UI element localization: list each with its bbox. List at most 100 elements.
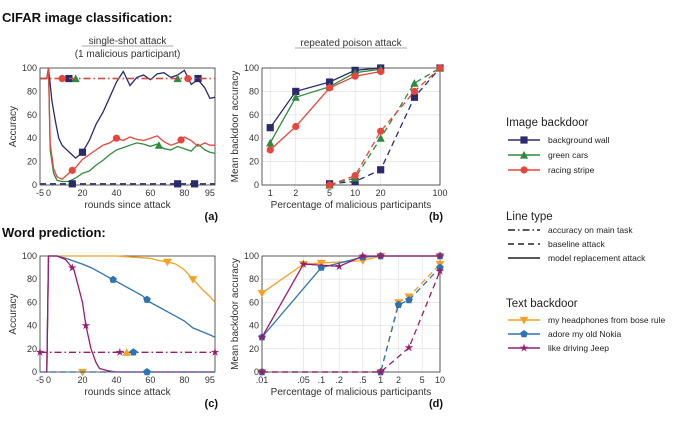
series-point — [257, 290, 267, 298]
legend-marker — [519, 343, 529, 352]
y-axis-label: Mean backdoor accuracy — [230, 258, 241, 370]
y-tick-label: 100 — [244, 251, 259, 261]
legend-marker — [519, 150, 529, 159]
series-point — [404, 343, 414, 352]
x-axis-label: rounds since attack — [84, 200, 171, 211]
series-point — [58, 74, 66, 83]
series-line — [40, 67, 215, 180]
series-point — [299, 259, 308, 268]
series-point — [257, 367, 267, 376]
series-point — [122, 348, 131, 356]
series-point — [410, 93, 419, 101]
series-point — [325, 181, 334, 189]
x-tick-label: .05 — [297, 375, 310, 385]
series-point — [68, 166, 76, 174]
series-line — [262, 263, 440, 373]
legend-entry: green cars — [548, 150, 588, 160]
legend-marker — [520, 330, 528, 338]
x-tick-label: 2 — [293, 188, 298, 198]
chart-c: -5 0 20 40 60 80 95 0 20 40 60 80 100 rounds since at… — [8, 251, 220, 410]
y-tick-label: 0 — [32, 180, 37, 190]
series-point — [394, 300, 403, 308]
series-point — [358, 251, 368, 260]
series-line — [329, 67, 440, 186]
series-point — [292, 87, 300, 95]
legend-entry: racing stripe — [548, 165, 595, 175]
series-point — [377, 166, 385, 174]
legend-text-backdoor: Text backdoor my headphones from bose ru… — [506, 298, 665, 353]
series-point — [291, 93, 300, 101]
heading-cifar: CIFAR image classification: — [2, 10, 173, 25]
y-tick-label: 20 — [27, 344, 37, 354]
x-tick-label: .01 — [256, 375, 269, 385]
series-point — [174, 180, 182, 188]
x-tick-label: 80 — [179, 188, 189, 198]
panel-label: (c) — [205, 398, 219, 410]
x-tick-label: 60 — [145, 375, 155, 385]
x-tick-label: 40 — [111, 375, 121, 385]
x-axis-label: rounds since attack — [84, 387, 171, 398]
x-axis-label: Percentage of malicious participants — [271, 200, 432, 211]
series-point — [376, 251, 385, 260]
legend-marker — [519, 316, 529, 325]
series-point — [377, 127, 385, 135]
y-tick-label: 40 — [249, 133, 259, 143]
x-tick-label: 20 — [376, 188, 386, 198]
y-axis-label: Accuracy — [8, 106, 19, 147]
x-tick-label: -5 — [36, 375, 44, 385]
chart-a: -5 0 20 40 60 80 95 0 20 40 60 80 100 rounds since at… — [8, 36, 218, 223]
series-point — [184, 74, 192, 83]
x-tick-label: 95 — [205, 188, 215, 198]
series-point — [154, 141, 163, 149]
legend-entry: model replacement attack — [548, 253, 646, 263]
y-axis-label: Accuracy — [8, 293, 19, 334]
series-point — [436, 64, 444, 72]
y-tick-label: 20 — [249, 157, 259, 167]
legend-image-title: Image backdoor — [506, 117, 589, 129]
chart-title: repeated poison attack — [300, 38, 402, 49]
legend-image-backdoor: Image backdoor background wall green cars… — [506, 117, 610, 175]
series-point — [112, 134, 121, 142]
chart-subtitle: (1 malicious participant) — [75, 49, 181, 60]
x-axis-label: Percentage of malicious participants — [271, 387, 432, 398]
x-tick-label: 2 — [396, 375, 401, 385]
series-point — [210, 347, 220, 356]
series-line — [40, 67, 215, 183]
x-tick-label: 95 — [205, 375, 215, 385]
series-line — [262, 255, 440, 338]
x-tick-label: -5 — [36, 188, 44, 198]
series-point — [81, 321, 91, 330]
series-point — [376, 134, 385, 142]
series-line — [262, 270, 440, 373]
x-tick-label: 10 — [435, 375, 445, 385]
x-tick-label: 0 — [46, 188, 51, 198]
y-tick-label: 0 — [254, 367, 259, 377]
series-line — [45, 255, 215, 373]
legend-marker — [520, 166, 528, 174]
x-tick-label: 20 — [77, 188, 87, 198]
series-point — [177, 136, 185, 144]
legend-entry: adore my old Nokia — [548, 329, 622, 339]
series-point — [405, 296, 413, 304]
y-tick-label: 20 — [249, 344, 259, 354]
series-point — [435, 251, 445, 260]
series-point — [325, 78, 334, 86]
legend-line-title: Line type — [506, 211, 553, 223]
panel-label: (b) — [429, 211, 443, 223]
series-point — [143, 368, 151, 376]
y-tick-label: 20 — [27, 157, 37, 167]
series-point — [68, 263, 77, 272]
y-tick-label: 80 — [27, 86, 37, 96]
series-point — [351, 72, 359, 80]
legend-entry: baseline attack — [548, 239, 605, 249]
y-tick-label: 80 — [249, 86, 259, 96]
y-tick-label: 60 — [249, 297, 259, 307]
legend-entry: accuracy on main task — [548, 225, 633, 235]
legend-entry: like driving Jeep — [548, 343, 609, 353]
series-point — [292, 122, 300, 131]
x-tick-label: 60 — [145, 188, 155, 198]
y-axis-label: Mean backdoor accuracy — [230, 71, 241, 183]
y-tick-label: 100 — [22, 251, 37, 261]
